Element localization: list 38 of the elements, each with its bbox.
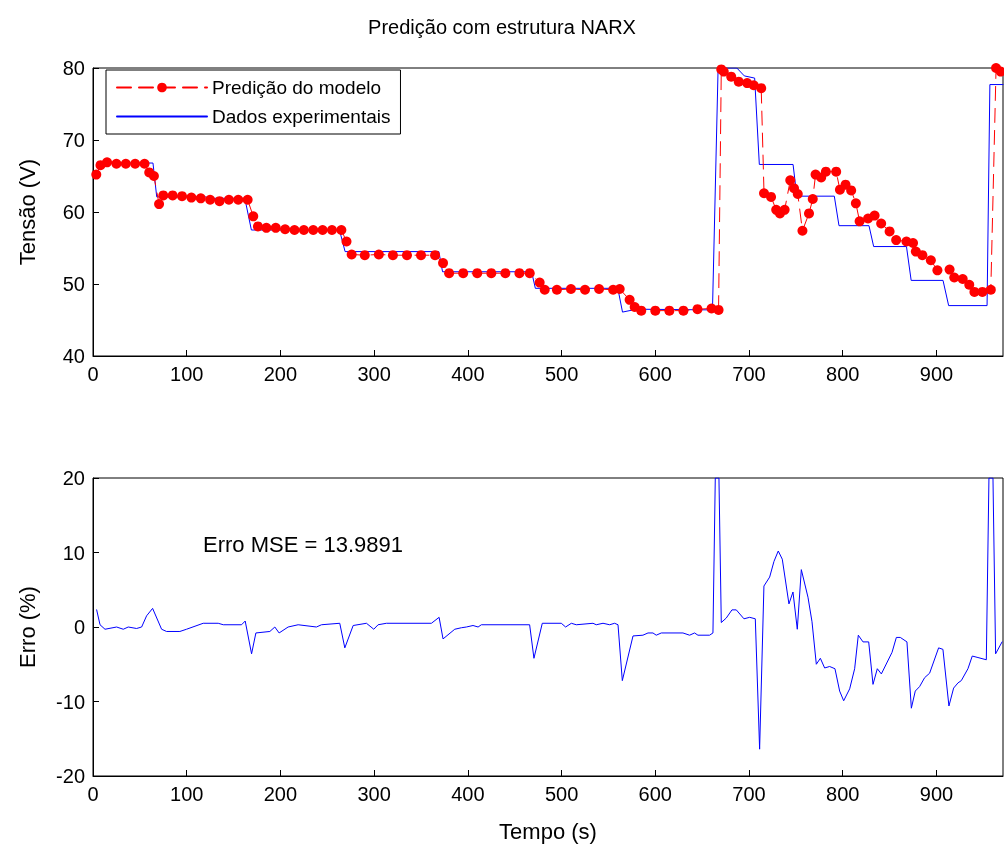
x-tick-label: 900 [919, 783, 954, 805]
x-tick-label: 700 [732, 363, 766, 385]
y-tick-label: 20 [62, 467, 85, 489]
x-tick-label: 200 [263, 363, 298, 385]
x-tick-label: 600 [638, 783, 672, 805]
legend-label: Dados experimentais [212, 106, 391, 127]
x-tick-label: 0 [87, 783, 99, 805]
y-axis-title: Tensão (V) [14, 158, 40, 266]
annotation: Erro MSE = 13.9891 [203, 531, 403, 557]
x-tick-label: 200 [263, 783, 298, 805]
x-tick-label: 500 [544, 783, 579, 805]
x-tick-label: 400 [451, 783, 485, 805]
x-tick-label: 800 [826, 363, 860, 385]
x-tick-label: 300 [357, 363, 391, 385]
x-tick-label: 900 [919, 363, 954, 385]
x-tick-label: 600 [638, 363, 672, 385]
x-tick-label: 0 [87, 363, 99, 385]
x-tick-label: 100 [170, 783, 204, 805]
x-tick-label: 400 [451, 363, 485, 385]
x-tick-label: 100 [170, 363, 204, 385]
line-series [96, 477, 1003, 750]
y-tick-label: 80 [62, 57, 85, 79]
y-tick-label: -10 [56, 690, 85, 713]
x-tick-label: 500 [544, 363, 579, 385]
y-tick-label: 70 [62, 129, 85, 151]
y-tick-label: 40 [62, 345, 85, 367]
legend-label: Predição do modelo [212, 77, 381, 98]
y-tick-label: 10 [62, 541, 85, 564]
y-tick-label: 60 [62, 201, 85, 223]
y-tick-label: -20 [56, 765, 85, 787]
x-tick-label: 700 [732, 783, 766, 805]
y-axis-title: Erro (%) [14, 586, 40, 668]
x-tick-label: 800 [826, 783, 860, 805]
chart-title: Predição com estrutura NARX [368, 16, 636, 38]
y-tick-label: 50 [62, 273, 85, 295]
x-axis-title: Tempo (s) [499, 818, 597, 844]
y-tick-label: 0 [73, 616, 85, 638]
x-tick-label: 300 [357, 783, 391, 805]
